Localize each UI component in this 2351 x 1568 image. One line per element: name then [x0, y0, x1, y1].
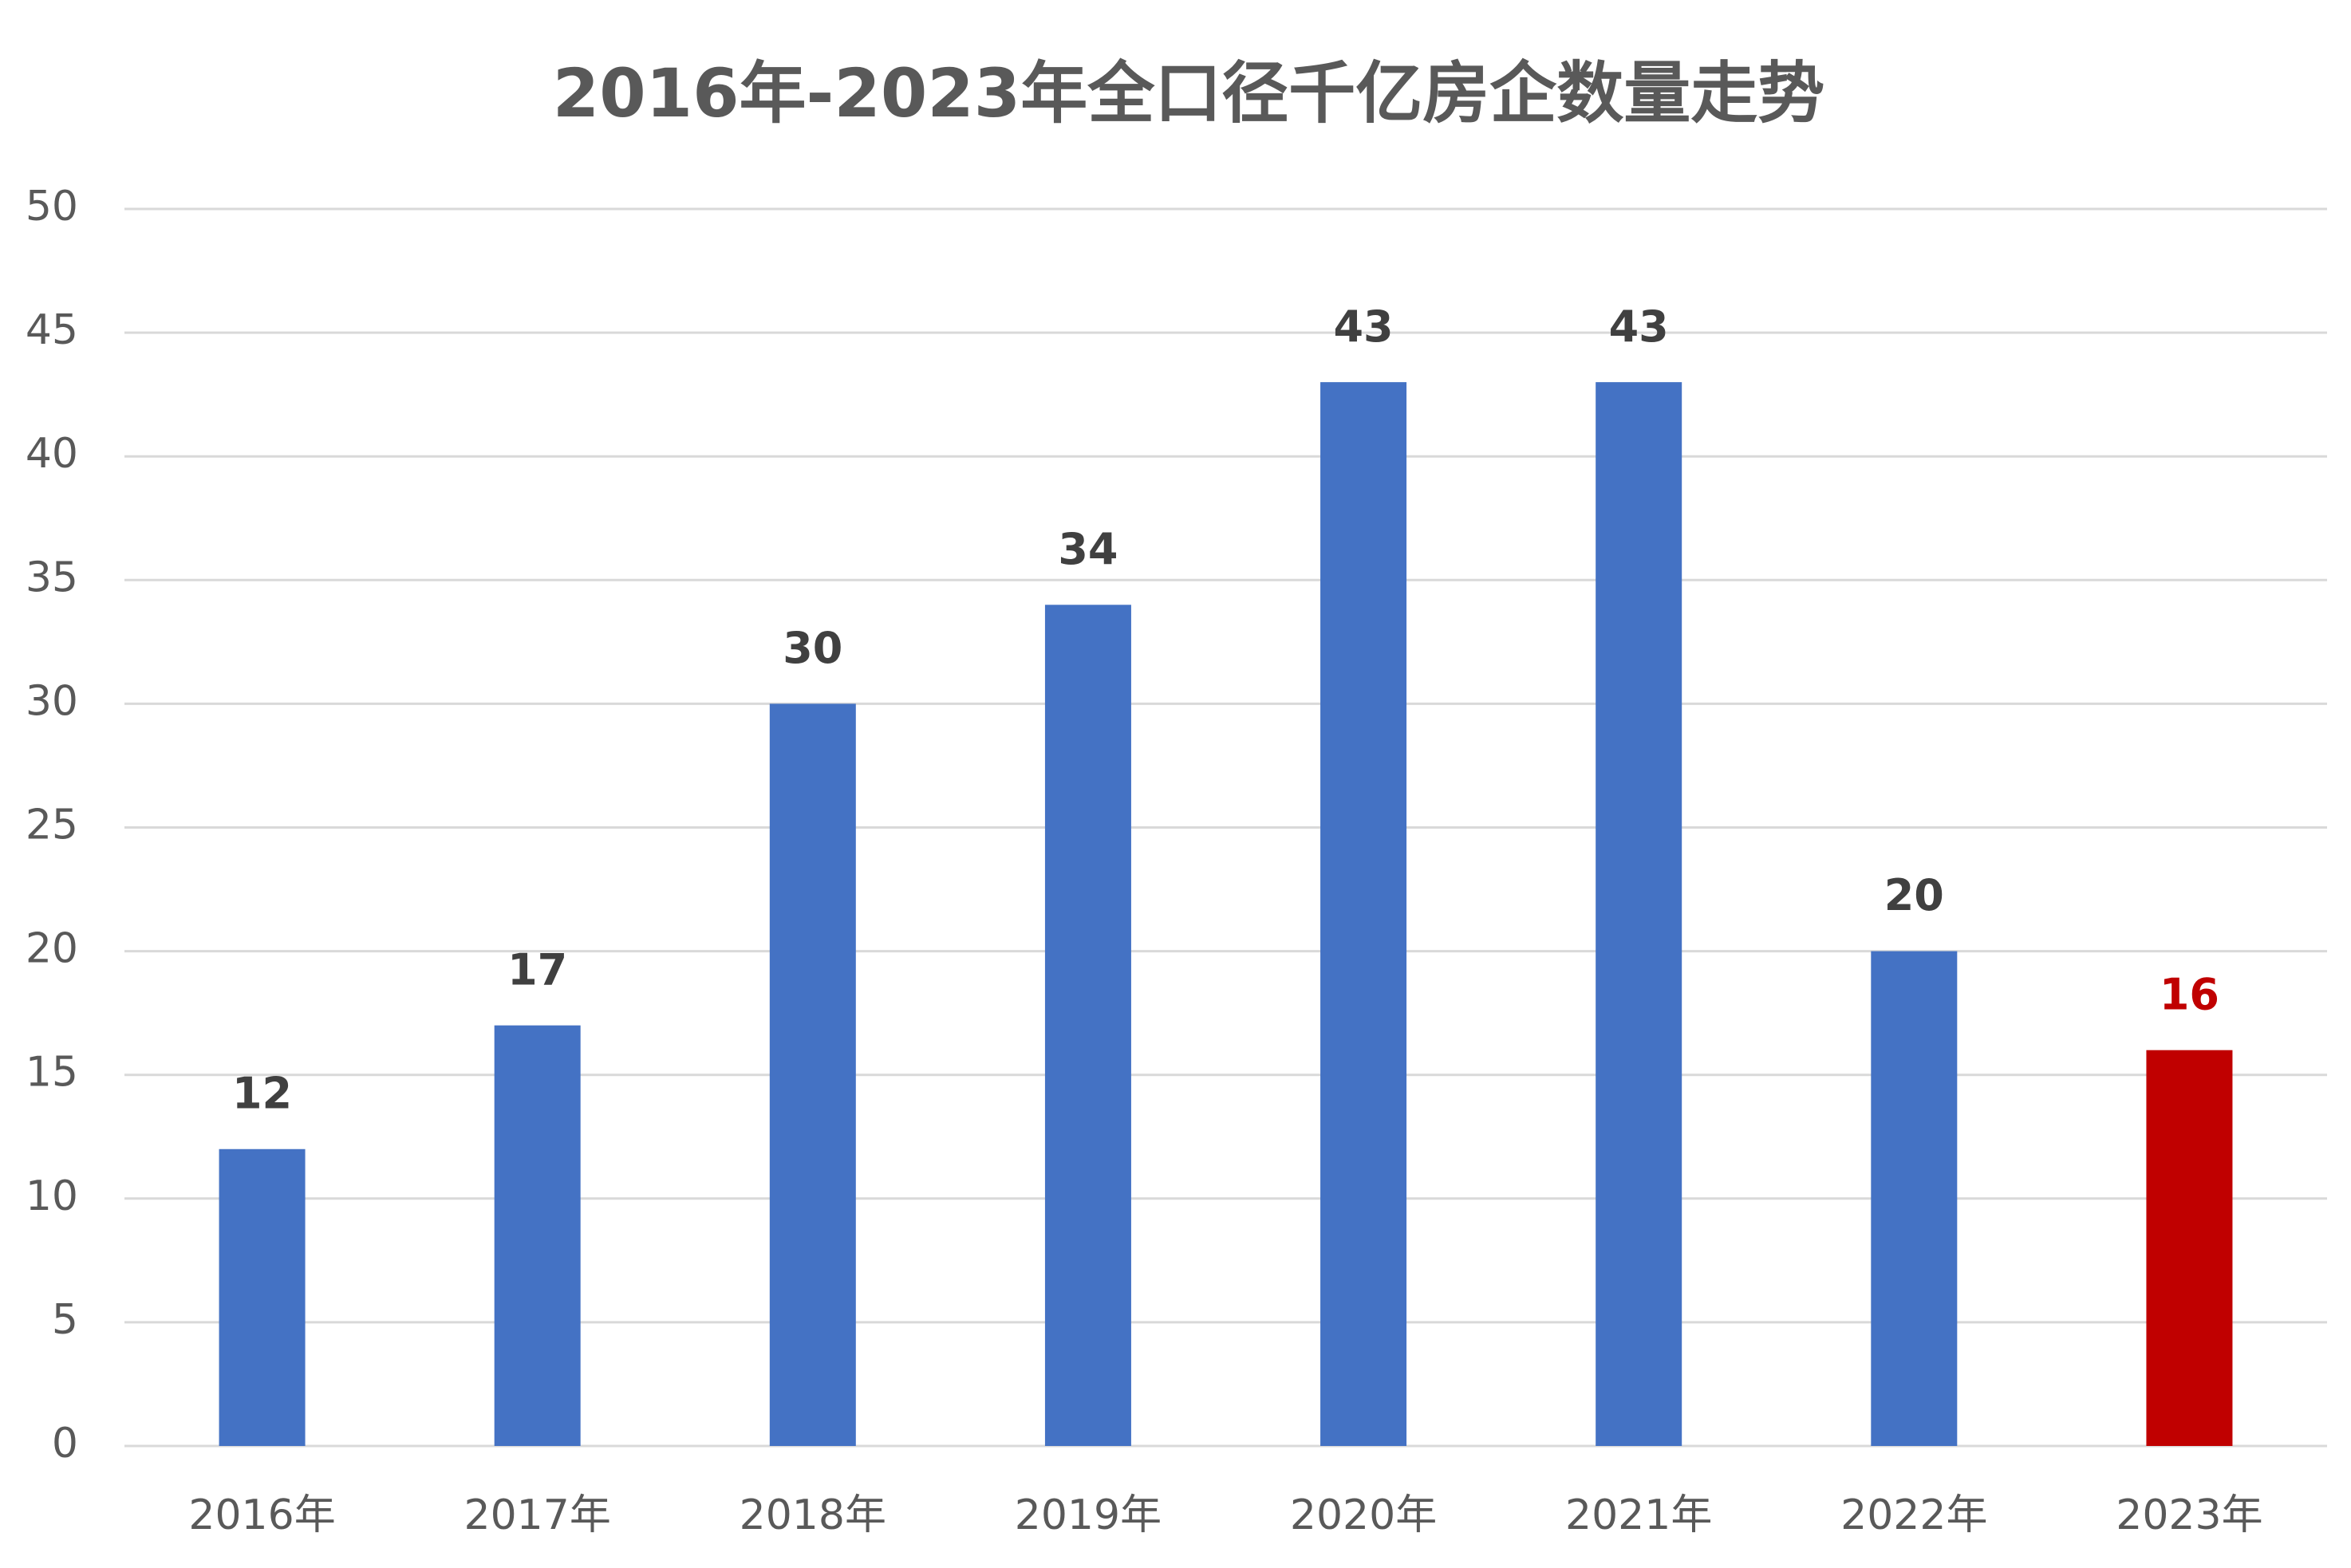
y-tick-label: 10: [26, 1172, 78, 1220]
y-tick-label: 15: [26, 1049, 78, 1097]
data-label: 34: [1058, 524, 1118, 574]
chart-title: 2016年-2023年全口径千亿房企数量走势: [553, 54, 1824, 132]
data-label: 20: [1884, 870, 1944, 920]
x-tick-label: 2021年: [1565, 1491, 1712, 1539]
y-tick-label: 40: [26, 430, 78, 478]
y-tick-label: 20: [26, 925, 78, 973]
data-label: 30: [783, 623, 842, 673]
bar: [769, 703, 856, 1446]
y-tick-label: 45: [26, 306, 78, 354]
x-tick-label: 2020年: [1290, 1491, 1437, 1539]
bar: [1044, 605, 1131, 1446]
x-tick-label: 2022年: [1840, 1491, 1987, 1539]
y-tick-label: 0: [52, 1420, 78, 1468]
y-tick-label: 35: [26, 554, 78, 601]
x-tick-label: 2019年: [1015, 1491, 1162, 1539]
bar: [494, 1025, 581, 1446]
x-tick-label: 2017年: [464, 1491, 611, 1539]
x-tick-label: 2023年: [2116, 1491, 2262, 1539]
x-tick-label: 2018年: [740, 1491, 886, 1539]
x-tick-label: 2016年: [188, 1491, 335, 1539]
y-tick-label: 25: [26, 802, 78, 849]
data-label: 17: [507, 944, 567, 995]
y-tick-label: 50: [26, 183, 78, 230]
bar: [1320, 382, 1407, 1446]
bar: [1871, 951, 1958, 1446]
data-label: 43: [1609, 301, 1669, 352]
data-label: 16: [2160, 969, 2219, 1019]
bar: [2146, 1050, 2233, 1446]
bar: [219, 1148, 306, 1446]
data-label: 43: [1333, 301, 1393, 352]
bar: [1596, 382, 1682, 1446]
y-tick-label: 5: [52, 1296, 78, 1344]
data-label: 12: [232, 1068, 292, 1118]
y-tick-label: 30: [26, 677, 78, 725]
